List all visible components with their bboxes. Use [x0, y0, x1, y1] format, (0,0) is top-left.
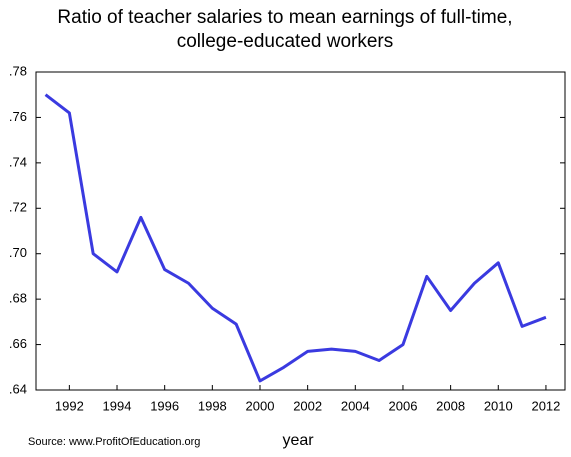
x-tick-label: 1992 [55, 398, 84, 413]
source-note: Source: www.ProfitOfEducation.org [28, 436, 200, 448]
x-tick-label: 1998 [198, 398, 227, 413]
x-tick-label: 2004 [341, 398, 370, 413]
x-tick-label: 2008 [436, 398, 465, 413]
x-axis-label: year [282, 432, 314, 449]
data-line [44, 93, 547, 383]
chart-title: college-educated workers [177, 31, 394, 52]
x-tick-label: 1994 [103, 398, 132, 413]
x-tick-label: 2012 [531, 398, 560, 413]
x-tick-label: 2002 [293, 398, 322, 413]
x-tick-label: 2006 [389, 398, 418, 413]
y-tick-label: .66 [9, 336, 27, 351]
y-tick-label: .74 [9, 154, 27, 169]
y-tick-label: .78 [9, 63, 27, 78]
y-tick-label: .76 [9, 109, 27, 124]
x-tick-label: 2010 [484, 398, 513, 413]
x-tick-label: 2000 [246, 398, 275, 413]
y-tick-label: .64 [9, 381, 27, 396]
chart-title: Ratio of teacher salaries to mean earnin… [57, 7, 512, 28]
plot-frame [35, 71, 566, 391]
x-tick-label: 1996 [150, 398, 179, 413]
y-tick-label: .68 [9, 291, 27, 306]
y-tick-label: .70 [9, 245, 27, 260]
y-tick-label: .72 [9, 200, 27, 215]
